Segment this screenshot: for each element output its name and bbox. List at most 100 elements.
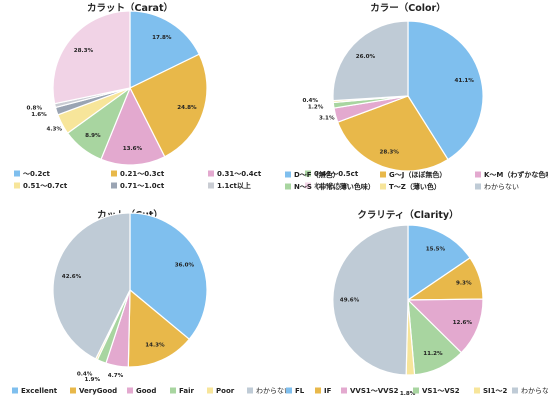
pie-slice <box>52 212 131 360</box>
slice-label: 1.6% <box>31 112 47 118</box>
slice-labels: 15.5% 9.3% 12.6% 11.2% 1.8% 49.6% <box>340 246 473 397</box>
legend-label: Excellent <box>21 387 58 395</box>
legend-label: D～F（無色） <box>294 170 340 179</box>
legend-label: VVS1～VVS2 <box>350 387 399 395</box>
slice-label: 9.3% <box>456 280 472 286</box>
chart-title: カラット（Carat） <box>87 2 173 14</box>
legend-swatch <box>70 387 76 394</box>
slice-label: 14.3% <box>145 343 165 349</box>
legend-swatch <box>14 170 20 177</box>
slice-label: 4.3% <box>46 127 62 133</box>
pie-slice <box>127 288 191 368</box>
legend-swatch <box>14 182 20 189</box>
slice-label: 49.6% <box>340 297 360 303</box>
legend-swatch <box>305 182 311 189</box>
legend-swatch <box>127 387 133 394</box>
legend-label: Good <box>136 387 156 395</box>
slice-label: 0.8% <box>27 106 43 112</box>
legend-label: VS1～VS2 <box>422 387 460 395</box>
slice-label: 36.0% <box>175 263 195 269</box>
chart-cut: カット（Cut） 36.0%14.3%4.7%1.9%0.4%42.6% Exc… <box>12 209 291 395</box>
chart-title: カラー（Color） <box>370 2 445 14</box>
legend-label: IF <box>324 387 332 395</box>
pie-slice <box>332 224 409 376</box>
slice-label: 1.2% <box>308 104 324 110</box>
chart-carat: カラット（Carat） 17.8%24.8%13.6%8.9%4.3%1.6%0… <box>14 2 359 190</box>
legend-swatch <box>305 170 311 177</box>
legend-label: SI1～2 <box>483 387 508 395</box>
slice-label: 41.1% <box>454 78 474 84</box>
slice-label: 0.4% <box>302 98 318 104</box>
slice-label: 13.6% <box>123 146 143 152</box>
legend-label: VeryGood <box>79 387 117 395</box>
slice-label: 8.9% <box>85 133 101 139</box>
legend-swatch <box>475 171 481 178</box>
legend-label: Poor <box>216 387 235 395</box>
pie-slice <box>336 95 449 172</box>
slice-label: 1.9% <box>85 377 101 383</box>
legend-label: Fair <box>179 387 194 395</box>
chart-title: クラリティ（Clarity） <box>357 209 458 221</box>
chart-clarity: クラリティ（Clarity） 15.5% 9.3% 12.6% 11.2% 1.8% 49… <box>286 209 548 397</box>
legend-swatch <box>208 182 214 189</box>
slice-label: 42.6% <box>62 274 82 280</box>
legend-swatch <box>285 183 291 190</box>
slice-label: 17.8% <box>152 35 172 41</box>
pie-slices <box>52 10 208 166</box>
legend-swatch <box>111 182 117 189</box>
legend-swatch <box>12 387 18 394</box>
pie-slice <box>129 53 208 158</box>
pie-slice <box>129 212 208 341</box>
legend-label: N～S（非常に薄い色味） <box>294 182 375 191</box>
legend-label: FL <box>295 387 305 395</box>
legend-swatch <box>341 387 347 394</box>
legend-label: ～0.2ct <box>23 170 51 178</box>
slice-label: 24.8% <box>177 105 197 111</box>
legend: FL IF VVS1～VVS2 VS1～VS2 SI1～2 わからない <box>286 387 548 395</box>
pie-slice <box>406 298 484 354</box>
legend-label: わからない <box>256 387 291 395</box>
slice-label: 26.0% <box>356 54 376 60</box>
legend-swatch <box>111 170 117 177</box>
slice-label: 1.8% <box>400 391 416 397</box>
legend-swatch <box>208 170 214 177</box>
legend-swatch <box>285 171 291 178</box>
pie-slice <box>129 10 201 89</box>
legend-swatch <box>247 387 253 394</box>
legend-swatch <box>413 387 419 394</box>
legend-swatch <box>170 387 176 394</box>
slice-labels: 41.1% 28.3% 3.1% 1.2%0.4% 26.0% <box>302 54 474 155</box>
pie-slice <box>52 10 131 105</box>
legend-swatch <box>474 387 480 394</box>
legend-swatch <box>380 183 386 190</box>
slice-label: 28.3% <box>379 149 399 155</box>
slice-label: 12.6% <box>453 320 473 326</box>
slice-label: 28.3% <box>74 48 94 54</box>
chart-color: カラー（Color） 41.1% 28.3% 3.1% 1.2%0.4% 26.0% D… <box>285 2 548 191</box>
slice-label: 3.1% <box>319 116 335 122</box>
pie-slices <box>332 20 484 172</box>
slice-label: 0.4% <box>77 371 93 377</box>
legend-label: わからない <box>314 182 349 190</box>
legend: D～F（無色） G～J（ほぼ無色） K～M（わずかな色味） N～S（非常に薄い色味） T… <box>285 170 548 191</box>
pie-slice <box>100 86 166 166</box>
legend-label: 0.41～0.5ct <box>314 170 359 178</box>
slice-label: 15.5% <box>426 246 446 252</box>
slice-labels: 17.8% 24.8% 13.6% 8.9% 4.3% 1.6%0.8% 28.3% <box>27 35 197 152</box>
legend-label: 0.21～0.3ct <box>120 170 165 178</box>
legend-label: K～M（わずかな色味） <box>484 170 548 179</box>
legend-swatch <box>380 171 386 178</box>
legend: ～0.2ct 0.21～0.3ct 0.31～0.4ct 0.41～0.5ct 0.51… <box>14 170 359 190</box>
slice-labels: 36.0% 14.3% 4.7% 1.9%0.4% 42.6% <box>62 263 195 383</box>
legend-label: わからない <box>484 183 519 191</box>
legend: Excellent VeryGood Good Fair Poor わからない <box>12 387 291 395</box>
legend-swatch <box>512 387 518 394</box>
legend-swatch <box>207 387 213 394</box>
legend-label: 0.51～0.7ct <box>23 182 68 190</box>
legend-swatch <box>315 387 321 394</box>
pie-slice <box>332 20 409 102</box>
legend-label: T～Z（薄い色） <box>389 182 441 191</box>
legend-swatch <box>475 183 481 190</box>
legend-label: わからない <box>521 387 548 395</box>
